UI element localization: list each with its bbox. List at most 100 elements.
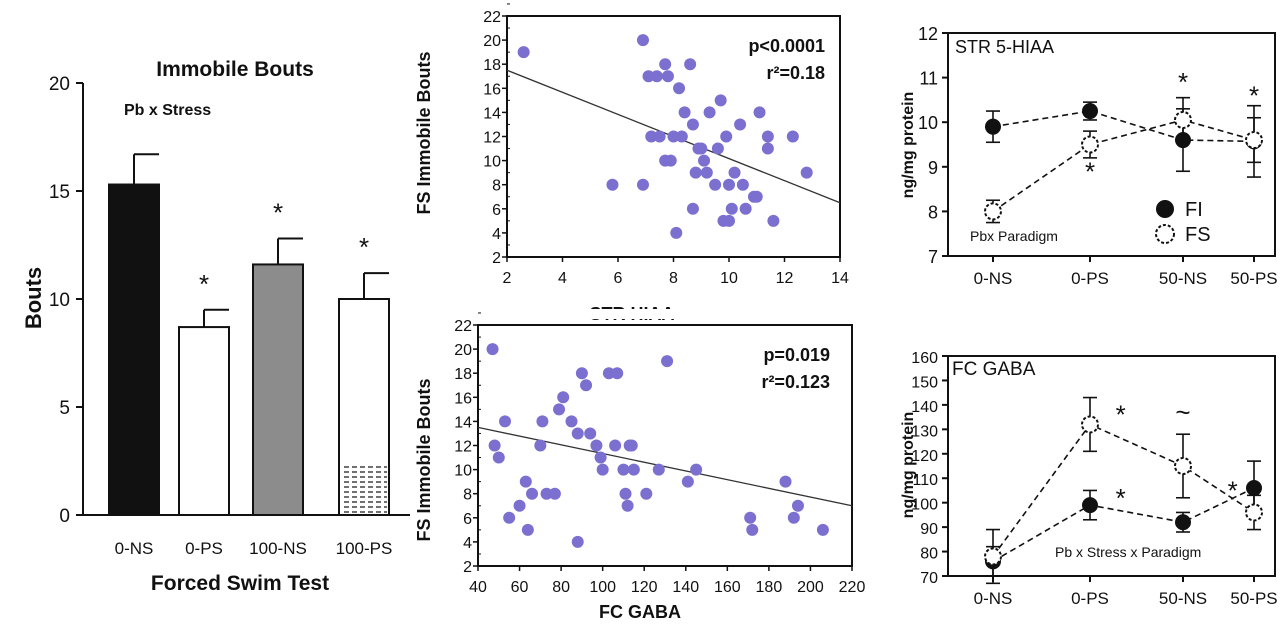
point-FS — [1081, 415, 1099, 434]
bar-y-tick-label: 20 — [49, 74, 70, 95]
scatter-point — [689, 166, 702, 179]
line-y-tick-label: 90 — [920, 521, 938, 538]
point-FS — [984, 202, 1002, 221]
scatter-x-tick-label: 2 — [503, 270, 512, 287]
bar-chart-y-axis-label: Bouts — [21, 267, 46, 329]
scatter-point — [711, 142, 724, 155]
scatter-point — [698, 154, 711, 167]
scatter-point — [746, 523, 759, 536]
bar-y-tick-label: 5 — [59, 398, 70, 419]
scatter-point — [750, 190, 763, 203]
scatter-point — [720, 130, 733, 143]
scatter-x-tick-label: 100 — [589, 579, 616, 596]
line-y-tick-label: 11 — [919, 69, 938, 89]
scatter-point — [488, 439, 501, 452]
scatter-point — [714, 94, 727, 107]
scatter-y-tick-label: 4 — [492, 226, 501, 243]
point-FI — [1246, 480, 1262, 496]
scatter-point — [557, 391, 570, 404]
scatter-point — [606, 178, 619, 191]
scatter-point — [734, 118, 747, 131]
line2-plot: 70 80 90 100 110 120 130 140 150 160 0-NS 0-PS 50-NS… — [911, 350, 1277, 608]
scatter-point — [664, 154, 677, 167]
scatter-y-tick-label: 12 — [483, 130, 501, 147]
scatter-point — [526, 487, 539, 500]
line-y-tick-label: 80 — [920, 546, 938, 563]
scatter-y-tick-label: 18 — [483, 57, 501, 74]
scatter1-label-crop — [520, 309, 760, 319]
point-FS — [1081, 135, 1099, 154]
line1-title: STR 5-HIAA — [955, 37, 1054, 57]
scatter2-plot: 2 4 6 8 10 12 14 16 18 20 22 40 60 80 100 120 140 160 180 2… — [454, 312, 865, 596]
line-significance: ~ — [1175, 397, 1190, 427]
scatter-point — [499, 415, 512, 428]
scatter-y-tick-label: 8 — [492, 178, 501, 195]
scatter-str-hiaa: FS Immobile Bouts STR HIAA p<0.0001 r²=0… — [414, 3, 849, 324]
scatter-point — [753, 106, 766, 119]
scatter-x-tick-label: 80 — [552, 579, 570, 596]
point-FS — [1245, 131, 1263, 150]
point-FS — [984, 547, 1002, 566]
scatter-x-tick-label: 12 — [776, 270, 794, 287]
scatter-y-tick-label: 2 — [463, 559, 472, 576]
series-line-FS — [992, 423, 1255, 557]
scatter-point — [667, 130, 680, 143]
scatter-point — [565, 415, 578, 428]
scatter-point — [580, 379, 593, 392]
line-frame — [947, 355, 1276, 577]
scatter-point — [728, 166, 741, 179]
line1-legend: FI FS — [1155, 199, 1211, 246]
scatter-point — [636, 178, 649, 191]
line2-note: Pb x Stress x Paradigm — [1055, 544, 1201, 560]
scatter-point — [594, 451, 607, 464]
scatter-point — [816, 523, 829, 536]
scatter-point — [709, 178, 722, 191]
line-significance: * — [1085, 156, 1095, 186]
line-y-tick-label: 7 — [928, 247, 938, 267]
line-y-tick-label: 10 — [918, 113, 938, 133]
bar-significance: * — [273, 198, 283, 228]
scatter-x-tick-label: 6 — [614, 270, 623, 287]
scatter-point — [621, 499, 634, 512]
scatter-y-tick-label: 6 — [492, 202, 501, 219]
scatter-point — [692, 142, 705, 155]
bar-chart-immobile-bouts: Immobile Bouts Pb x Stress Bouts Forced … — [21, 58, 410, 595]
point-FI — [1082, 497, 1098, 514]
bar-category-label: 100-PS — [336, 539, 393, 558]
point-FI — [1082, 103, 1098, 120]
line-y-tick-label: 9 — [928, 158, 938, 178]
scatter-point — [673, 82, 686, 95]
scatter-point — [723, 214, 735, 227]
scatter-y-tick-label: 20 — [454, 342, 472, 359]
scatter-point — [519, 475, 532, 488]
scatter-point — [661, 70, 674, 83]
scatter1-y-axis-label: FS Immobile Bouts — [414, 51, 434, 214]
line-chart-fc-gaba: FC GABA ng/mg protein Pb x Stress x Para… — [900, 350, 1278, 608]
scatter-x-tick-label: 160 — [714, 579, 741, 596]
scatter-x-tick-label: 14 — [831, 270, 849, 287]
point-FS — [1174, 457, 1192, 475]
scatter-point — [534, 439, 547, 452]
scatter-point — [492, 451, 505, 464]
scatter-point — [681, 475, 694, 488]
line-x-tick-label: 50-NS — [1159, 589, 1207, 608]
scatter-point — [739, 202, 752, 215]
scatter2-y-axis-label: FS Immobile Bouts — [414, 378, 434, 541]
point-FS — [1174, 110, 1192, 129]
scatter-point — [642, 70, 655, 83]
bar-hatch-100-PS — [341, 463, 387, 514]
line-y-tick-label: 8 — [928, 202, 938, 222]
scatter-point — [723, 178, 735, 191]
scatter-point — [725, 202, 738, 215]
scatter-point — [596, 463, 609, 476]
scatter2-x-axis-label: FC GABA — [599, 602, 681, 622]
bar-significance: * — [359, 232, 369, 262]
scatter-point — [767, 214, 780, 227]
line-y-tick-label: 140 — [911, 399, 938, 416]
line-x-tick-label: 0-NS — [974, 269, 1013, 288]
series-line-FI — [992, 110, 1255, 143]
scatter-point — [686, 118, 699, 131]
scatter1-p-value: p<0.0001 — [748, 36, 825, 56]
